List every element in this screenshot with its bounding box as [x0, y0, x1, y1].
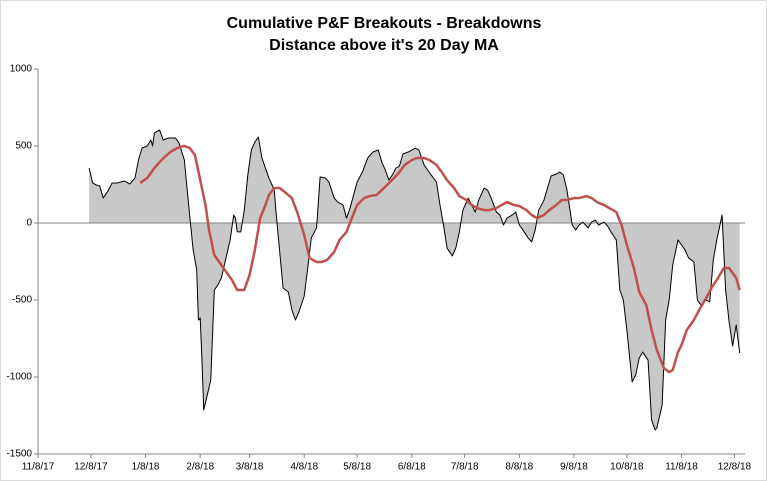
line — [88, 129, 741, 431]
x-tick-label: 7/8/18 — [451, 462, 479, 473]
x-tick-label: 5/8/18 — [343, 462, 371, 473]
chart-title: Cumulative P&F Breakouts - Breakdowns — [227, 15, 542, 32]
x-tick-label: 9/8/18 — [560, 462, 588, 473]
x-tick-label: 11/8/18 — [665, 462, 698, 473]
x-tick-label: 3/8/18 — [236, 462, 264, 473]
chart-subtitle: Distance above it's 20 Day MA — [269, 37, 499, 54]
x-tick-label: 4/8/18 — [290, 462, 318, 473]
x-tick-label: 2/8/18 — [186, 462, 214, 473]
y-tick-label: -500 — [12, 295, 32, 306]
y-tick-label: -1500 — [6, 449, 32, 460]
y-tick-label: 1000 — [10, 64, 33, 75]
x-tick-label: 11/8/17 — [22, 462, 55, 473]
y-tick-label: -1000 — [6, 372, 32, 383]
x-tick-label: 6/8/18 — [398, 462, 426, 473]
x-tick-label: 1/8/18 — [132, 462, 160, 473]
area — [89, 129, 740, 430]
x-tick-label: 8/8/18 — [505, 462, 533, 473]
x-tick-label: 10/8/18 — [610, 462, 644, 473]
x-tick-label: 12/8/17 — [74, 462, 108, 473]
line — [139, 144, 741, 374]
y-tick-label: 0 — [26, 218, 32, 229]
y-tick-label: 500 — [15, 141, 32, 152]
x-tick-label: 12/8/18 — [718, 462, 752, 473]
